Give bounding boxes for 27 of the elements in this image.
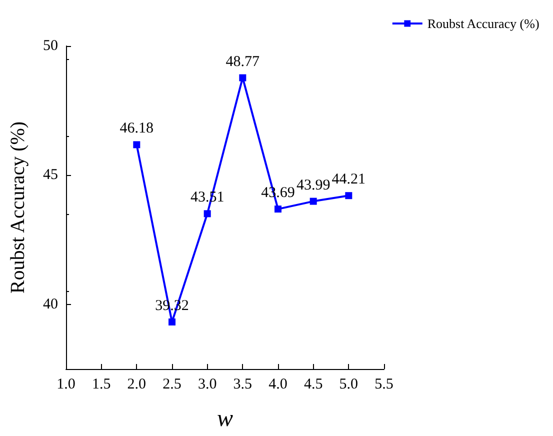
x-tick-label: 1.0 bbox=[56, 376, 76, 392]
x-tick-label: 5.5 bbox=[374, 376, 394, 392]
data-label: 44.21 bbox=[332, 172, 366, 188]
point bbox=[239, 74, 246, 82]
data-label: 48.77 bbox=[226, 54, 260, 70]
data-label: 43.99 bbox=[296, 177, 330, 194]
point bbox=[274, 206, 282, 213]
y-tick-label: 50 bbox=[43, 38, 58, 54]
y-axis-title: Roubst Accuracy (%) bbox=[7, 121, 29, 294]
x-tick-label: 4.0 bbox=[268, 376, 288, 392]
x-tick-label: 1.5 bbox=[92, 376, 111, 392]
y-tick-label: 40 bbox=[43, 296, 58, 312]
point bbox=[345, 192, 352, 200]
y-tick-label: 45 bbox=[43, 167, 58, 184]
point bbox=[133, 141, 140, 148]
x-tick-label: 5.0 bbox=[339, 376, 358, 392]
x-axis-title: w bbox=[216, 406, 234, 432]
point bbox=[168, 318, 176, 326]
x-tick-label: 3.5 bbox=[233, 376, 252, 392]
point bbox=[204, 210, 211, 218]
x-tick-label: 3.0 bbox=[198, 376, 217, 392]
legend-label: Roubst Accuracy (%) bbox=[427, 16, 540, 31]
x-tick-label: 2.0 bbox=[127, 376, 146, 392]
data-label: 46.18 bbox=[120, 120, 154, 137]
point bbox=[310, 198, 317, 205]
x-tick-label: 2.5 bbox=[162, 376, 182, 392]
x-tick-label: 4.5 bbox=[304, 376, 323, 392]
